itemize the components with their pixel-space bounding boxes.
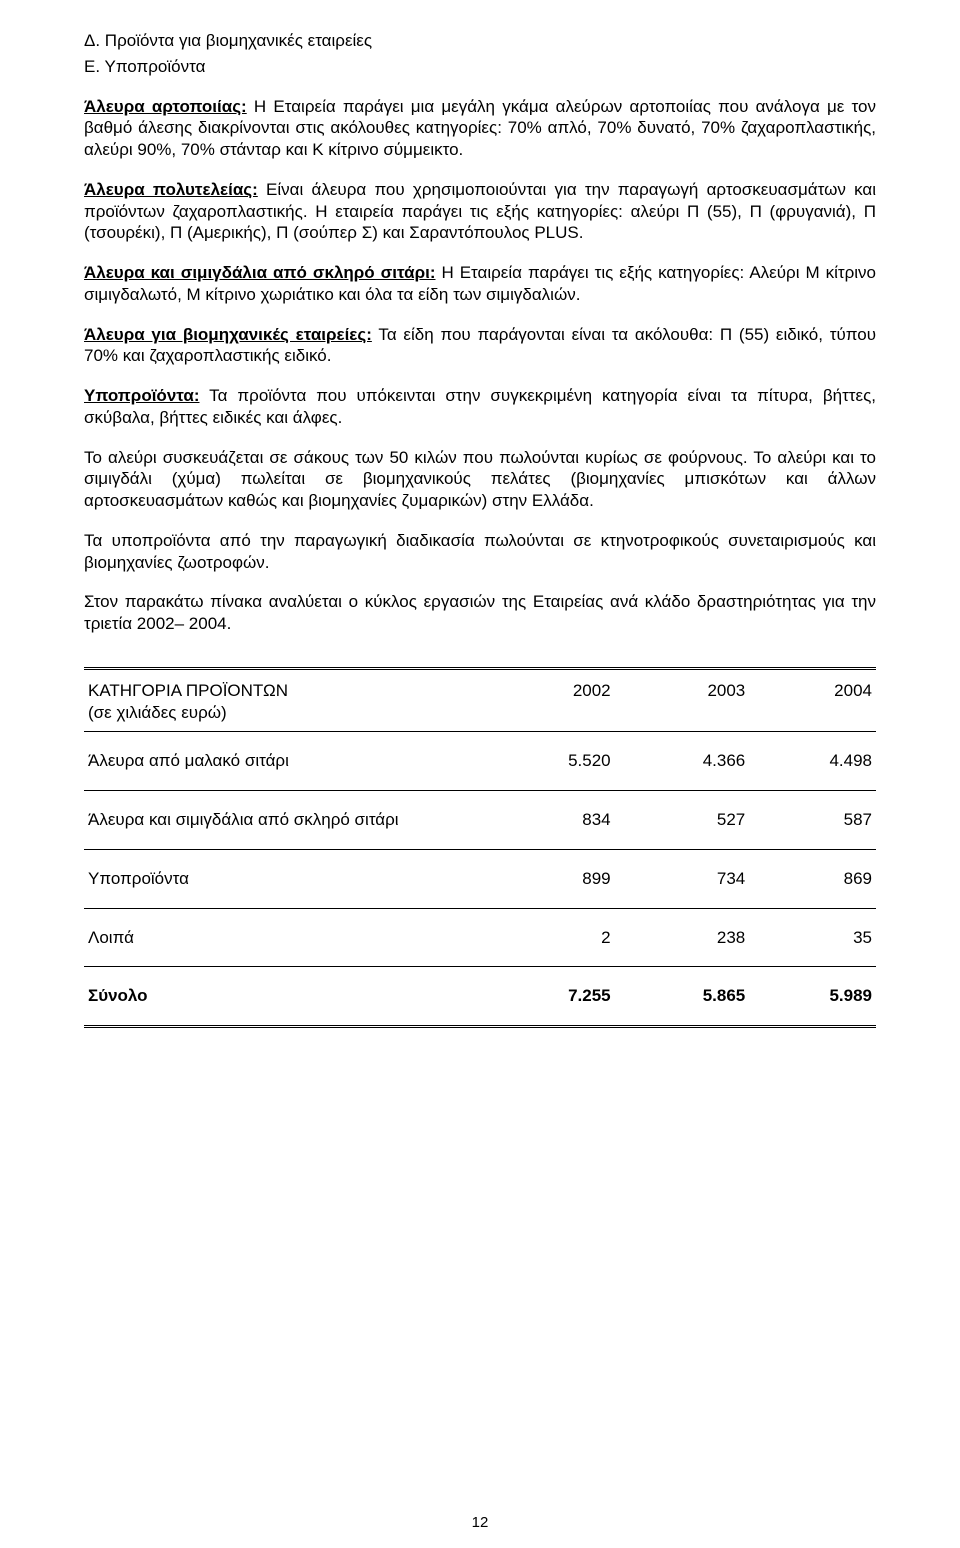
row-value: 238: [615, 908, 750, 967]
paragraph-bakery-flours: Άλευρα αρτοποιίας: Η Εταιρεία παράγει μι…: [84, 96, 876, 161]
lead-label: Υποπροϊόντα:: [84, 386, 200, 405]
list-item: Δ. Προϊόντα για βιομηχανικές εταιρείες: [84, 30, 876, 52]
page-number: 12: [0, 1513, 960, 1532]
table-total-row: Σύνολο 7.255 5.865 5.989: [84, 967, 876, 1027]
row-label: Λοιπά: [84, 908, 480, 967]
row-value: 587: [749, 791, 876, 850]
paragraph-luxury-flours: Άλευρα πολυτελείας: Είναι άλευρα που χρη…: [84, 179, 876, 244]
table-row: Λοιπά 2 238 35: [84, 908, 876, 967]
paragraph-hard-wheat: Άλευρα και σιμιγδάλια από σκληρό σιτάρι:…: [84, 262, 876, 306]
row-value: 899: [480, 849, 615, 908]
row-value: 834: [480, 791, 615, 850]
table-header-year2: 2003: [615, 668, 750, 732]
lead-label: Άλευρα πολυτελείας:: [84, 180, 258, 199]
total-label: Σύνολο: [84, 967, 480, 1027]
header-line1: ΚΑΤΗΓΟΡΙΑ ΠΡΟΪΟΝΤΩΝ: [88, 681, 288, 700]
total-value: 7.255: [480, 967, 615, 1027]
row-value: 4.498: [749, 732, 876, 791]
paragraph-industrial-flours: Άλευρα για βιομηχανικές εταιρείες: Τα εί…: [84, 324, 876, 368]
paragraph-production-byproducts: Τα υποπροϊόντα από την παραγωγική διαδικ…: [84, 530, 876, 574]
table-row: Υποπροϊόντα 899 734 869: [84, 849, 876, 908]
table-row: Άλευρα και σιμιγδάλια από σκληρό σιτάρι …: [84, 791, 876, 850]
paragraph-packaging: Το αλεύρι συσκευάζεται σε σάκους των 50 …: [84, 447, 876, 512]
row-value: 5.520: [480, 732, 615, 791]
body-text: Τα προϊόντα που υπόκεινται στην συγκεκρι…: [84, 386, 876, 427]
revenue-table: ΚΑΤΗΓΟΡΙΑ ΠΡΟΪΟΝΤΩΝ (σε χιλιάδες ευρώ) 2…: [84, 667, 876, 1028]
lead-label: Άλευρα και σιμιγδάλια από σκληρό σιτάρι:: [84, 263, 435, 282]
table-header-label: ΚΑΤΗΓΟΡΙΑ ΠΡΟΪΟΝΤΩΝ (σε χιλιάδες ευρώ): [84, 668, 480, 732]
row-value: 2: [480, 908, 615, 967]
paragraph-byproducts: Υποπροϊόντα: Τα προϊόντα που υπόκεινται …: [84, 385, 876, 429]
row-label: Άλευρα και σιμιγδάλια από σκληρό σιτάρι: [84, 791, 480, 850]
total-value: 5.865: [615, 967, 750, 1027]
document-page: Δ. Προϊόντα για βιομηχανικές εταιρείες Ε…: [0, 0, 960, 1548]
row-value: 527: [615, 791, 750, 850]
row-label: Υποπροϊόντα: [84, 849, 480, 908]
row-label: Άλευρα από μαλακό σιτάρι: [84, 732, 480, 791]
row-value: 734: [615, 849, 750, 908]
table-header-row: ΚΑΤΗΓΟΡΙΑ ΠΡΟΪΟΝΤΩΝ (σε χιλιάδες ευρώ) 2…: [84, 668, 876, 732]
paragraph-table-intro: Στον παρακάτω πίνακα αναλύεται ο κύκλος …: [84, 591, 876, 635]
header-line2: (σε χιλιάδες ευρώ): [88, 703, 227, 722]
table-header-year1: 2002: [480, 668, 615, 732]
row-value: 869: [749, 849, 876, 908]
table-header-year3: 2004: [749, 668, 876, 732]
total-value: 5.989: [749, 967, 876, 1027]
lead-label: Άλευρα για βιομηχανικές εταιρείες:: [84, 325, 372, 344]
list-item: Ε. Υποπροϊόντα: [84, 56, 876, 78]
lead-label: Άλευρα αρτοποιίας:: [84, 97, 247, 116]
table-row: Άλευρα από μαλακό σιτάρι 5.520 4.366 4.4…: [84, 732, 876, 791]
row-value: 35: [749, 908, 876, 967]
row-value: 4.366: [615, 732, 750, 791]
